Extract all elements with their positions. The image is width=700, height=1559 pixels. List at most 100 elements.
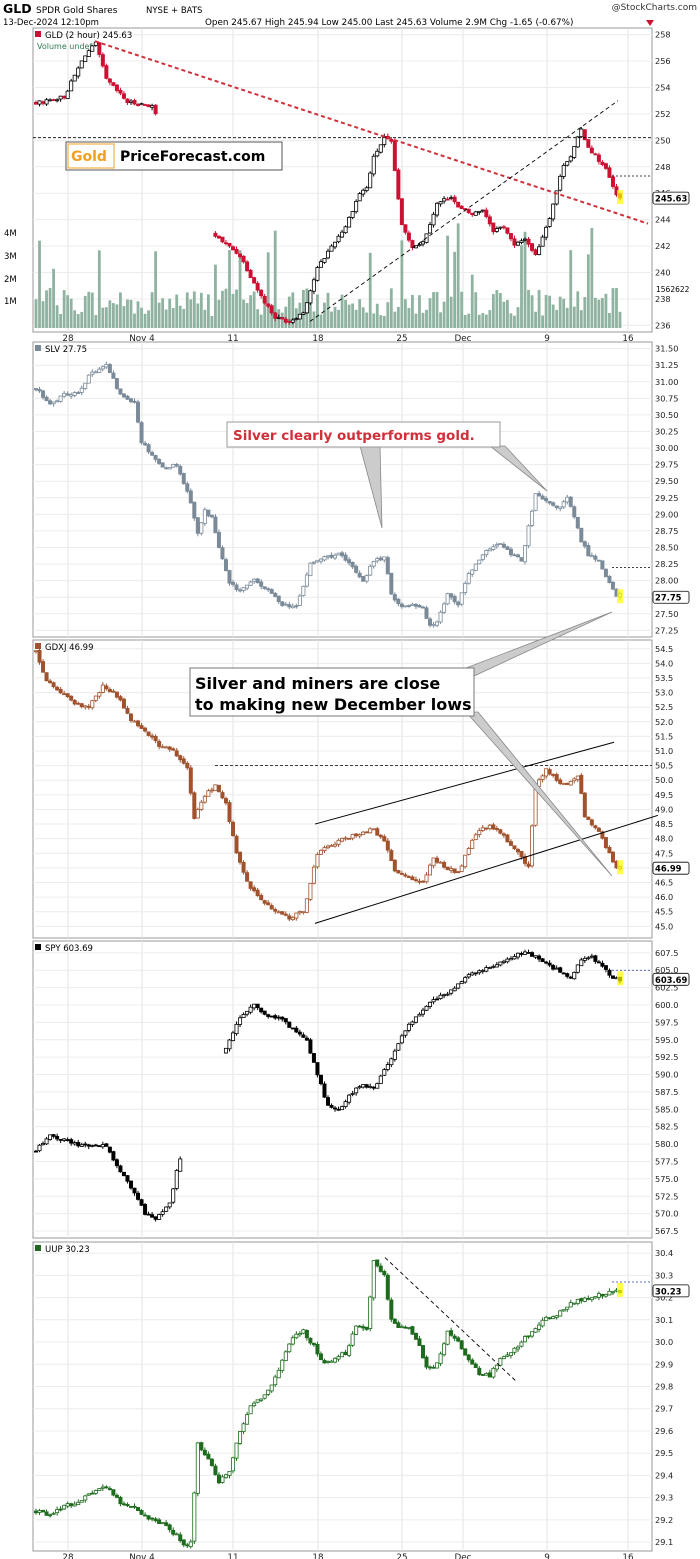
candle-body	[322, 1360, 327, 1364]
volume-bar	[217, 299, 221, 328]
candle-body	[58, 689, 63, 694]
last-value-box	[652, 972, 690, 986]
candle-body	[336, 1356, 341, 1360]
candle-body	[607, 1290, 612, 1296]
candle-body	[121, 1503, 126, 1506]
candle-body	[128, 713, 133, 721]
volume-bar	[604, 293, 608, 328]
candle-body	[266, 1389, 271, 1395]
last-candle-highlight	[617, 971, 623, 986]
candle-body	[125, 1503, 130, 1507]
candle-body	[551, 965, 556, 970]
candle-body	[519, 240, 524, 243]
volume-bar	[221, 290, 224, 328]
candle-body	[537, 955, 542, 960]
x-tick-label: 28	[62, 334, 73, 344]
candle-body	[333, 554, 338, 559]
candle-body	[213, 1465, 218, 1476]
candle-body	[301, 585, 306, 596]
candle-body	[410, 1021, 415, 1025]
volume-bar	[242, 299, 245, 328]
volume-tick-label: 1M	[4, 297, 17, 307]
candle-body	[97, 692, 102, 697]
y-tick-label: 31.00	[655, 377, 678, 387]
candle-body	[167, 746, 172, 750]
candle-body	[315, 267, 320, 281]
volume-bar	[516, 307, 520, 328]
candle-body	[301, 1329, 306, 1334]
candle-body	[368, 172, 373, 189]
y-tick-label: 572.5	[655, 1191, 678, 1201]
volume-bar	[45, 290, 48, 328]
candle-body	[389, 1058, 394, 1066]
candle-body	[389, 139, 394, 142]
candle-body	[65, 1139, 70, 1141]
candle-body	[301, 1034, 306, 1038]
candle-body	[600, 161, 605, 165]
volume-bar	[224, 288, 228, 328]
x-tick-label: Nov 4	[129, 334, 155, 344]
silver-callout: Silver clearly outperforms gold.	[226, 421, 548, 529]
volume-bar	[488, 310, 492, 328]
candle-body	[501, 1356, 506, 1360]
candle-body	[347, 559, 352, 564]
volume-bar	[456, 223, 460, 328]
candle-body	[523, 238, 528, 241]
x-tick-label: 25	[396, 334, 407, 344]
candle-body	[114, 1494, 119, 1498]
candle-body	[336, 552, 341, 556]
candle-body	[259, 1007, 264, 1013]
candle-body	[336, 235, 341, 243]
candle-body	[174, 463, 179, 467]
candle-body	[579, 1298, 584, 1302]
candle-body	[487, 1372, 492, 1378]
volume-bar	[593, 297, 597, 328]
candle-body	[181, 473, 186, 485]
candle-body	[561, 501, 566, 508]
candle-body	[607, 846, 612, 854]
candle-body	[83, 382, 88, 389]
candle-body	[252, 277, 257, 284]
volume-bar	[544, 294, 548, 328]
candle-body	[600, 831, 605, 839]
candle-body	[100, 684, 105, 693]
volume-bar	[309, 299, 312, 328]
candle-body	[420, 1345, 425, 1359]
candle-body	[596, 559, 601, 562]
candle-body	[72, 1142, 77, 1145]
candle-body	[118, 696, 123, 701]
candle-body	[364, 575, 369, 582]
spy-panel: 567.5 570.0 572.5 575.0 577.5 580.0 582.5 585.0…	[32, 940, 690, 1239]
volume-bar	[365, 312, 369, 328]
y-tick-label: 587.5	[655, 1087, 678, 1097]
candle-body	[487, 548, 492, 552]
volume-bar	[133, 313, 136, 328]
candle-body	[459, 205, 464, 210]
candle-body	[575, 136, 580, 148]
candle-body	[508, 958, 513, 961]
volume-bar	[206, 294, 210, 328]
candle-body	[533, 785, 538, 826]
candle-body	[206, 1453, 211, 1460]
candle-body	[610, 176, 615, 187]
last-value-box	[652, 1284, 690, 1298]
candle-body	[297, 1031, 302, 1035]
candle-body	[329, 1105, 334, 1108]
candle-body	[209, 789, 214, 792]
candle-body	[241, 1423, 246, 1432]
candle-body	[498, 961, 503, 966]
candle-body	[403, 874, 408, 877]
candle-body	[325, 555, 330, 558]
last-value-label: 46.99	[655, 864, 682, 874]
x-tick-label: 11	[227, 334, 238, 344]
x-tick-label: Nov 4	[129, 1553, 155, 1559]
candle-body	[86, 1144, 91, 1147]
candle-body	[449, 868, 454, 871]
candle-body	[301, 911, 306, 914]
candle-body	[262, 900, 267, 904]
candle-body	[533, 1328, 538, 1333]
candle-body	[568, 1302, 573, 1308]
candle-body	[575, 775, 580, 780]
volume-bar	[368, 252, 372, 328]
candle-body	[188, 767, 193, 794]
